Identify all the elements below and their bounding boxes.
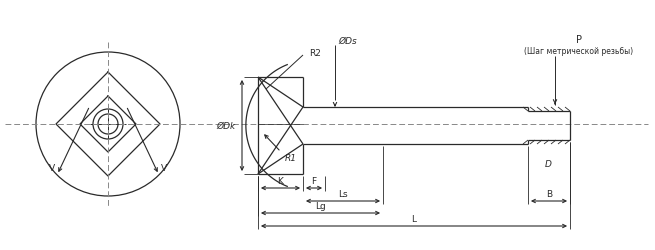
Text: K: K [278, 177, 284, 186]
Text: R2: R2 [309, 49, 321, 58]
Text: ØDs: ØDs [338, 36, 357, 45]
Text: L: L [411, 215, 417, 224]
Text: F: F [311, 177, 316, 186]
Text: D: D [544, 160, 552, 169]
Text: (Шаг метрической резьбы): (Шаг метрической резьбы) [525, 47, 633, 56]
Text: R1: R1 [285, 154, 297, 163]
Text: P: P [576, 35, 582, 45]
Text: B: B [546, 190, 552, 199]
Text: Ls: Ls [338, 190, 348, 199]
Text: V: V [49, 164, 55, 173]
Text: V: V [161, 164, 167, 173]
Text: ØDk: ØDk [216, 122, 236, 130]
Text: Lg: Lg [315, 202, 326, 211]
